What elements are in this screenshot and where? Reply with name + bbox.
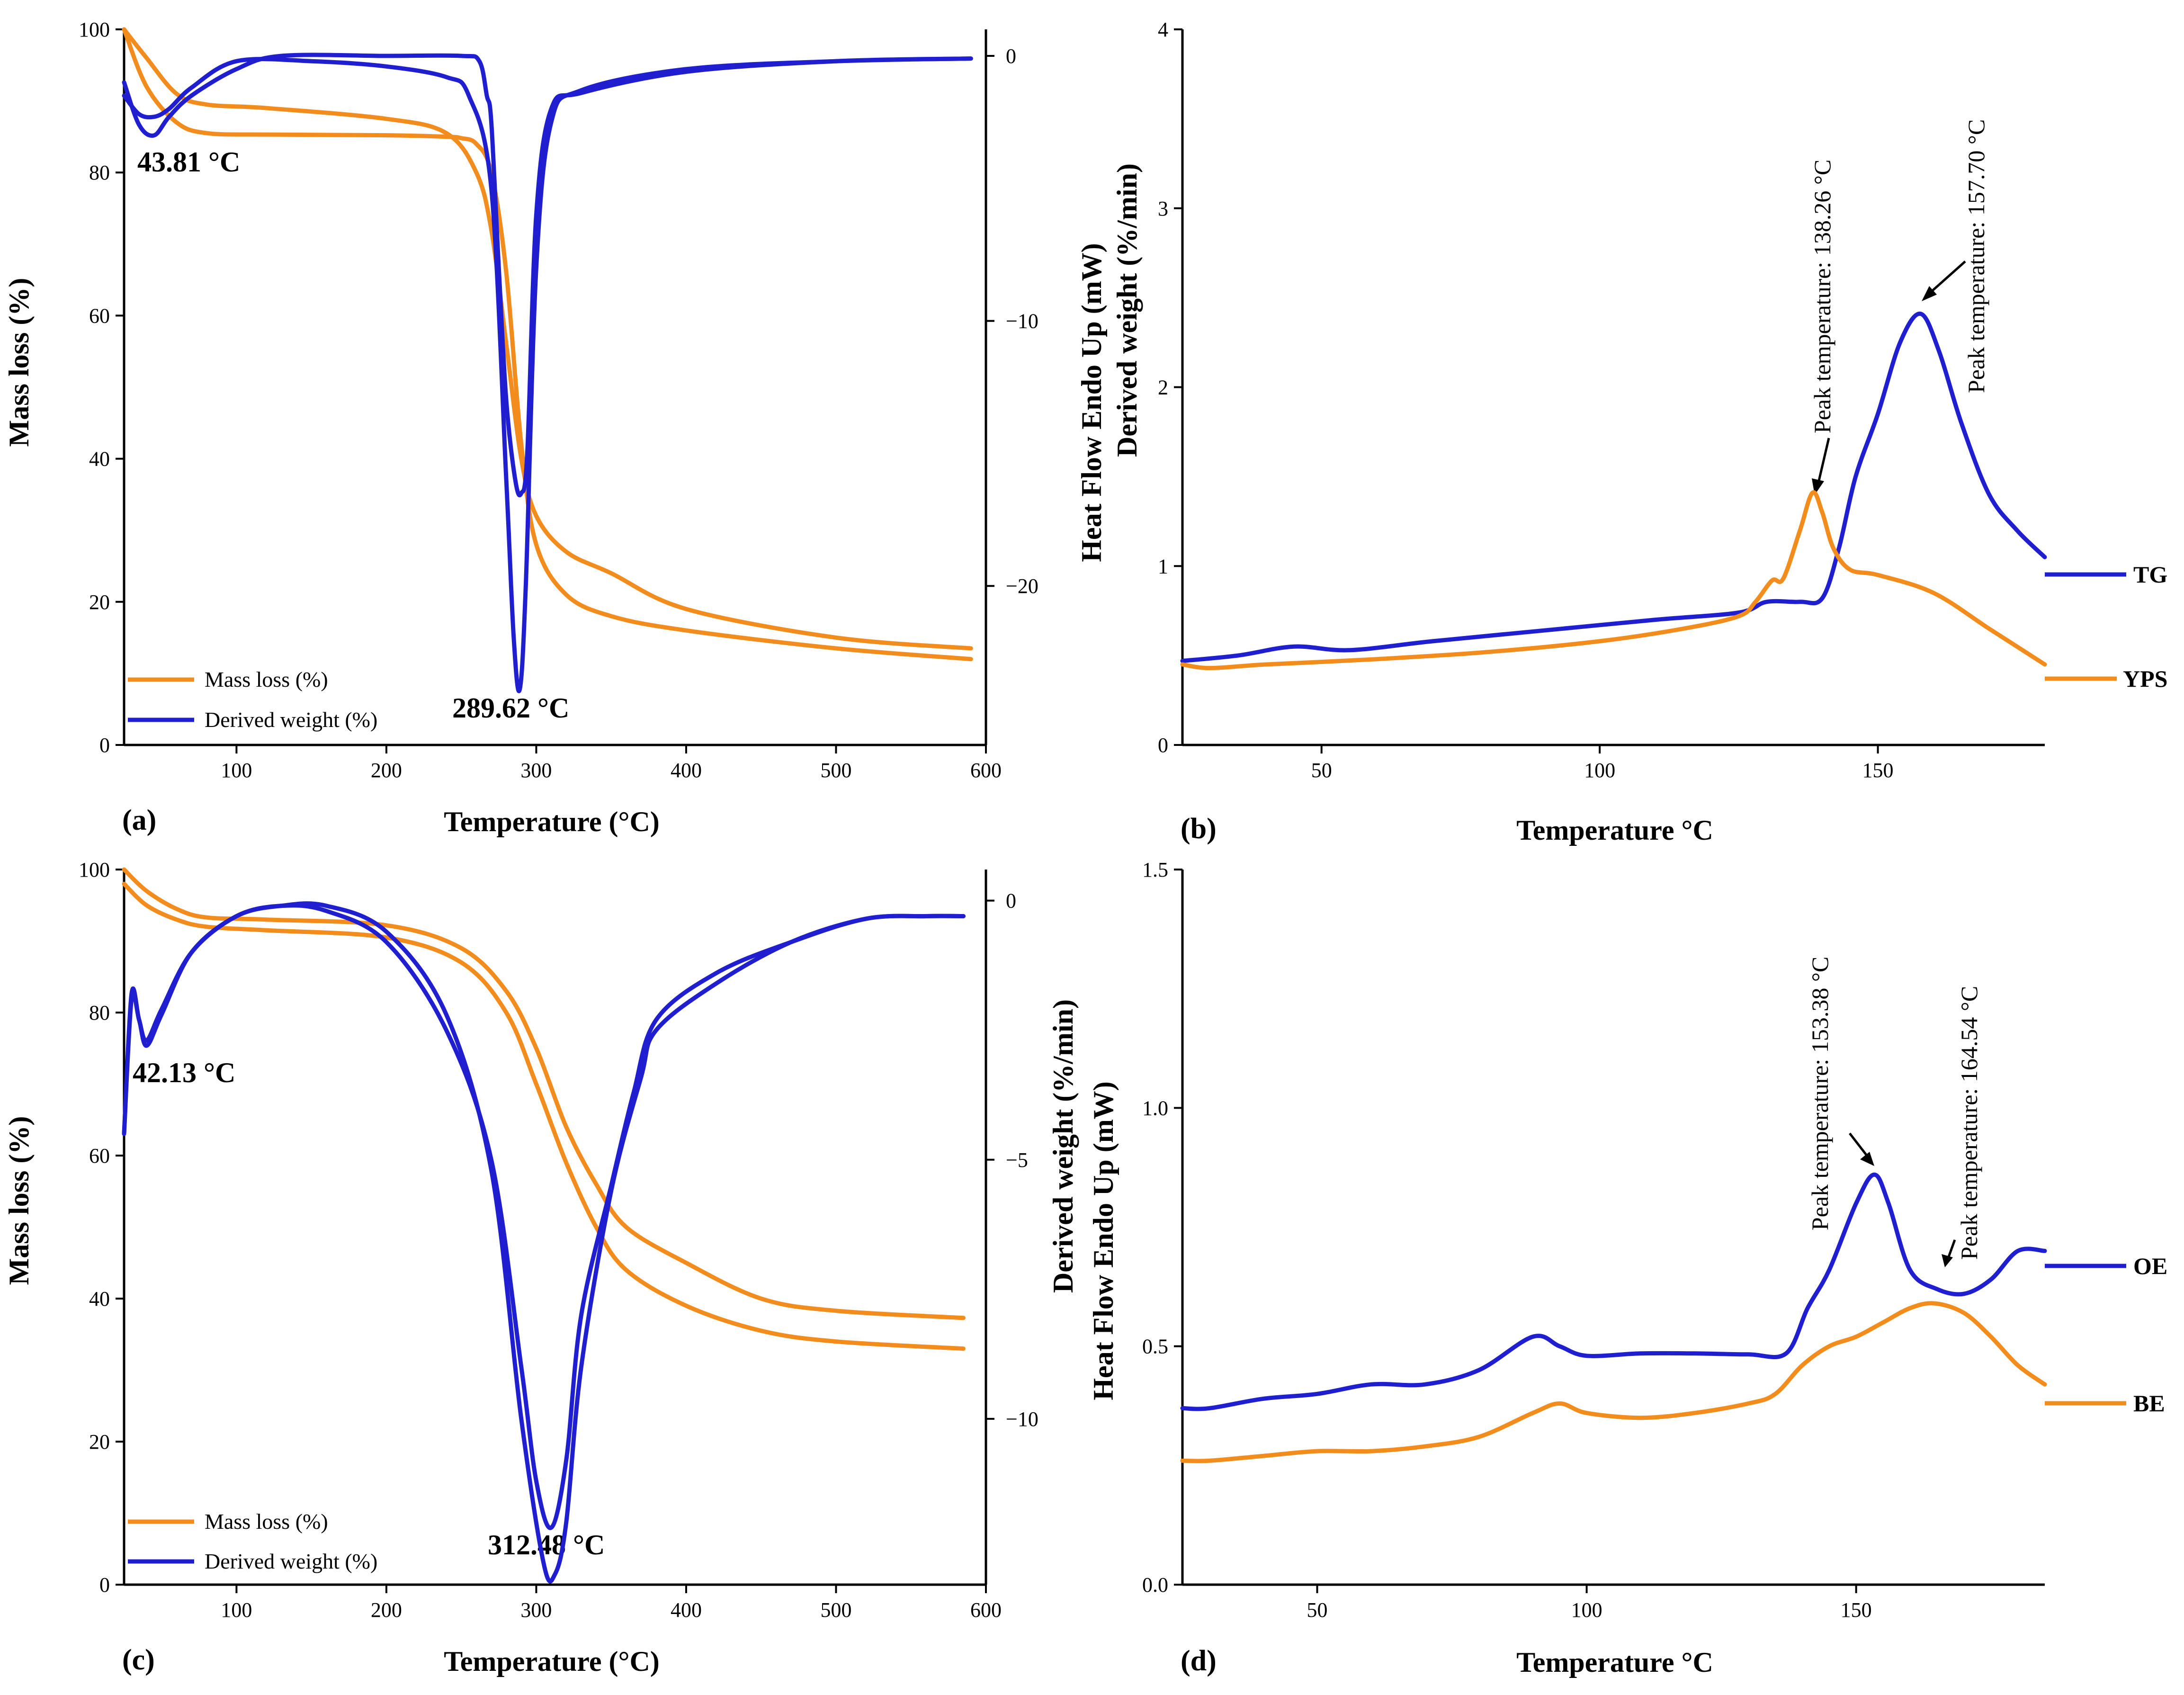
series-yps-1 (1180, 490, 2047, 671)
panel-a-legend: Mass loss (%) Derived weight (%) (128, 667, 377, 732)
panel-d-label: (d) (1181, 1645, 1217, 1677)
y-tick-label: 100 (79, 858, 110, 881)
legend-mass-label: Mass loss (%) (205, 667, 328, 691)
panel-a-xlabel: Temperature (°C) (444, 806, 660, 837)
x-tick-label: 100 (221, 1598, 252, 1622)
series-derived-weight-3 (122, 901, 966, 1584)
panel-b: Heat Flow Endo Up (mW) Temperature °C (b… (1076, 119, 2167, 846)
y-tick-label: 0 (99, 734, 110, 757)
panel-b-peak-arrowhead-2 (1922, 286, 1937, 301)
y-tick-label: 80 (89, 161, 110, 184)
y-tick-label: 40 (89, 448, 110, 471)
legend-deriv-label: Derived weight (%) (205, 708, 377, 732)
y-tick-label: 60 (89, 1144, 110, 1167)
x-tick-label: 200 (371, 759, 402, 782)
series-tg-0 (1180, 312, 2047, 663)
x-tick-label: 100 (221, 759, 252, 782)
y-tick-label: 20 (89, 1430, 110, 1453)
panel-b-xlabel: Temperature °C (1516, 815, 1713, 846)
x-tick-label: 150 (1841, 1598, 1872, 1622)
series-derived-weight-2 (122, 53, 973, 498)
y-tick-label: 1 (1158, 555, 1168, 578)
y-tick-label: 20 (89, 591, 110, 614)
x-tick-label: 600 (970, 1598, 1002, 1622)
panel-c-legend: Mass loss (%) Derived weight (%) (128, 1509, 377, 1573)
x-tick-label: 300 (520, 759, 552, 782)
panel-b-ylabel: Heat Flow Endo Up (mW) (1076, 243, 1107, 562)
series-be-1 (1180, 1301, 2047, 1463)
panel-b-tg-label: TG (2133, 561, 2167, 588)
y-tick-label: 0.5 (1142, 1335, 1168, 1358)
y-tick-label: 80 (89, 1001, 110, 1024)
x-tick-label: 500 (820, 759, 851, 782)
panel-c-y2label: Derived weight (%/min) (1047, 999, 1079, 1293)
panel-b-label: (b) (1181, 813, 1217, 845)
annotation-42-13: 42.13 °C (133, 1057, 235, 1088)
x-tick-label: 50 (1311, 759, 1332, 782)
y2-tick-label: 0 (1006, 889, 1016, 913)
y-tick-label: 0 (1158, 734, 1168, 757)
panel-c-label: (c) (122, 1644, 155, 1676)
panel-d-peak-label-1: Peak temperature: 153.38 °C (1807, 957, 1833, 1230)
x-tick-label: 400 (671, 1598, 702, 1622)
y2-tick-label: −10 (1006, 310, 1038, 333)
panel-d-xlabel: Temperature °C (1516, 1647, 1713, 1678)
x-tick-label: 100 (1571, 1598, 1602, 1622)
series-mass-loss-1 (122, 27, 973, 662)
panel-d: Heat Flow Endo Up (mW) Temperature °C (d… (1088, 957, 2167, 1678)
panel-a-ylabel: Mass loss (%) (3, 278, 35, 447)
panel-b-peak-label-2: Peak temperature: 157.70 °C (1963, 119, 1989, 393)
panel-a-label: (a) (122, 804, 156, 836)
y-tick-label: 1.0 (1142, 1096, 1168, 1120)
legend-deriv-label: Derived weight (%) (205, 1549, 377, 1573)
y-tick-label: 60 (89, 304, 110, 327)
y-tick-label: 2 (1158, 376, 1168, 399)
panel-c-ylabel: Mass loss (%) (3, 1116, 35, 1285)
annotation-289-62: 289.62 °C (452, 692, 569, 724)
series-derived-weight-3 (122, 56, 973, 693)
y-tick-label: 1.5 (1142, 858, 1168, 881)
y2-tick-label: −5 (1006, 1148, 1028, 1172)
series-oe-0 (1180, 1172, 2047, 1411)
panel-c: Mass loss (%) Derived weight (%/min) Tem… (3, 999, 1079, 1677)
annotation-43-81: 43.81 °C (137, 146, 240, 178)
y-tick-label: 40 (89, 1287, 110, 1310)
x-tick-label: 200 (371, 1598, 402, 1622)
panel-d-peak-arrowhead-1 (1860, 1152, 1874, 1166)
series-mass-loss-0 (122, 867, 966, 1320)
x-tick-label: 150 (1862, 759, 1894, 782)
y-tick-label: 4 (1158, 18, 1168, 41)
x-tick-label: 500 (820, 1598, 851, 1622)
panel-d-peak-label-2: Peak temperature: 164.54 °C (1956, 986, 1982, 1260)
x-tick-label: 300 (520, 1598, 552, 1622)
plot-0: 100 200 300 400 500 600 0 20 40 60 80 100 −20 −10 0 (79, 18, 1038, 782)
y2-tick-label: −20 (1006, 574, 1038, 598)
x-tick-label: 50 (1307, 1598, 1328, 1622)
y-tick-label: 100 (79, 18, 110, 41)
panel-a-y2label: Derived weight (%/min) (1111, 163, 1143, 457)
y2-tick-label: −10 (1006, 1408, 1038, 1431)
panel-b-peak-label-1: Peak temperature: 138.26 °C (1809, 160, 1835, 433)
x-tick-label: 600 (970, 759, 1002, 782)
panel-d-be-label: BE (2133, 1390, 2165, 1417)
panel-a: Mass loss (%) Derived weight (%/min) Tem… (3, 146, 1143, 837)
panel-d-oe-label: OE (2133, 1253, 2167, 1279)
y-tick-label: 0.0 (1142, 1573, 1168, 1596)
x-tick-label: 400 (671, 759, 702, 782)
legend-mass-label: Mass loss (%) (205, 1509, 328, 1534)
panel-d-peak-arrowhead-2 (1942, 1254, 1953, 1267)
plot-3: 50 100 150 0.0 0.5 1.0 1.5 (1142, 858, 2047, 1622)
panel-c-xlabel: Temperature (°C) (444, 1646, 660, 1677)
plot-1: 50 100 150 0 1 2 3 4 (1158, 18, 2047, 782)
y2-tick-label: 0 (1006, 45, 1016, 68)
x-tick-label: 100 (1584, 759, 1615, 782)
plot-2: 100 200 300 400 500 600 0 20 40 60 80 100 −10 −5 0 (79, 858, 1038, 1622)
y-tick-label: 0 (99, 1573, 110, 1596)
panel-d-ylabel: Heat Flow Endo Up (mW) (1088, 1081, 1119, 1400)
annotation-312-48: 312.48 °C (488, 1529, 605, 1560)
y-tick-label: 3 (1158, 197, 1168, 220)
panel-b-yps-label: YPS (2123, 665, 2167, 692)
